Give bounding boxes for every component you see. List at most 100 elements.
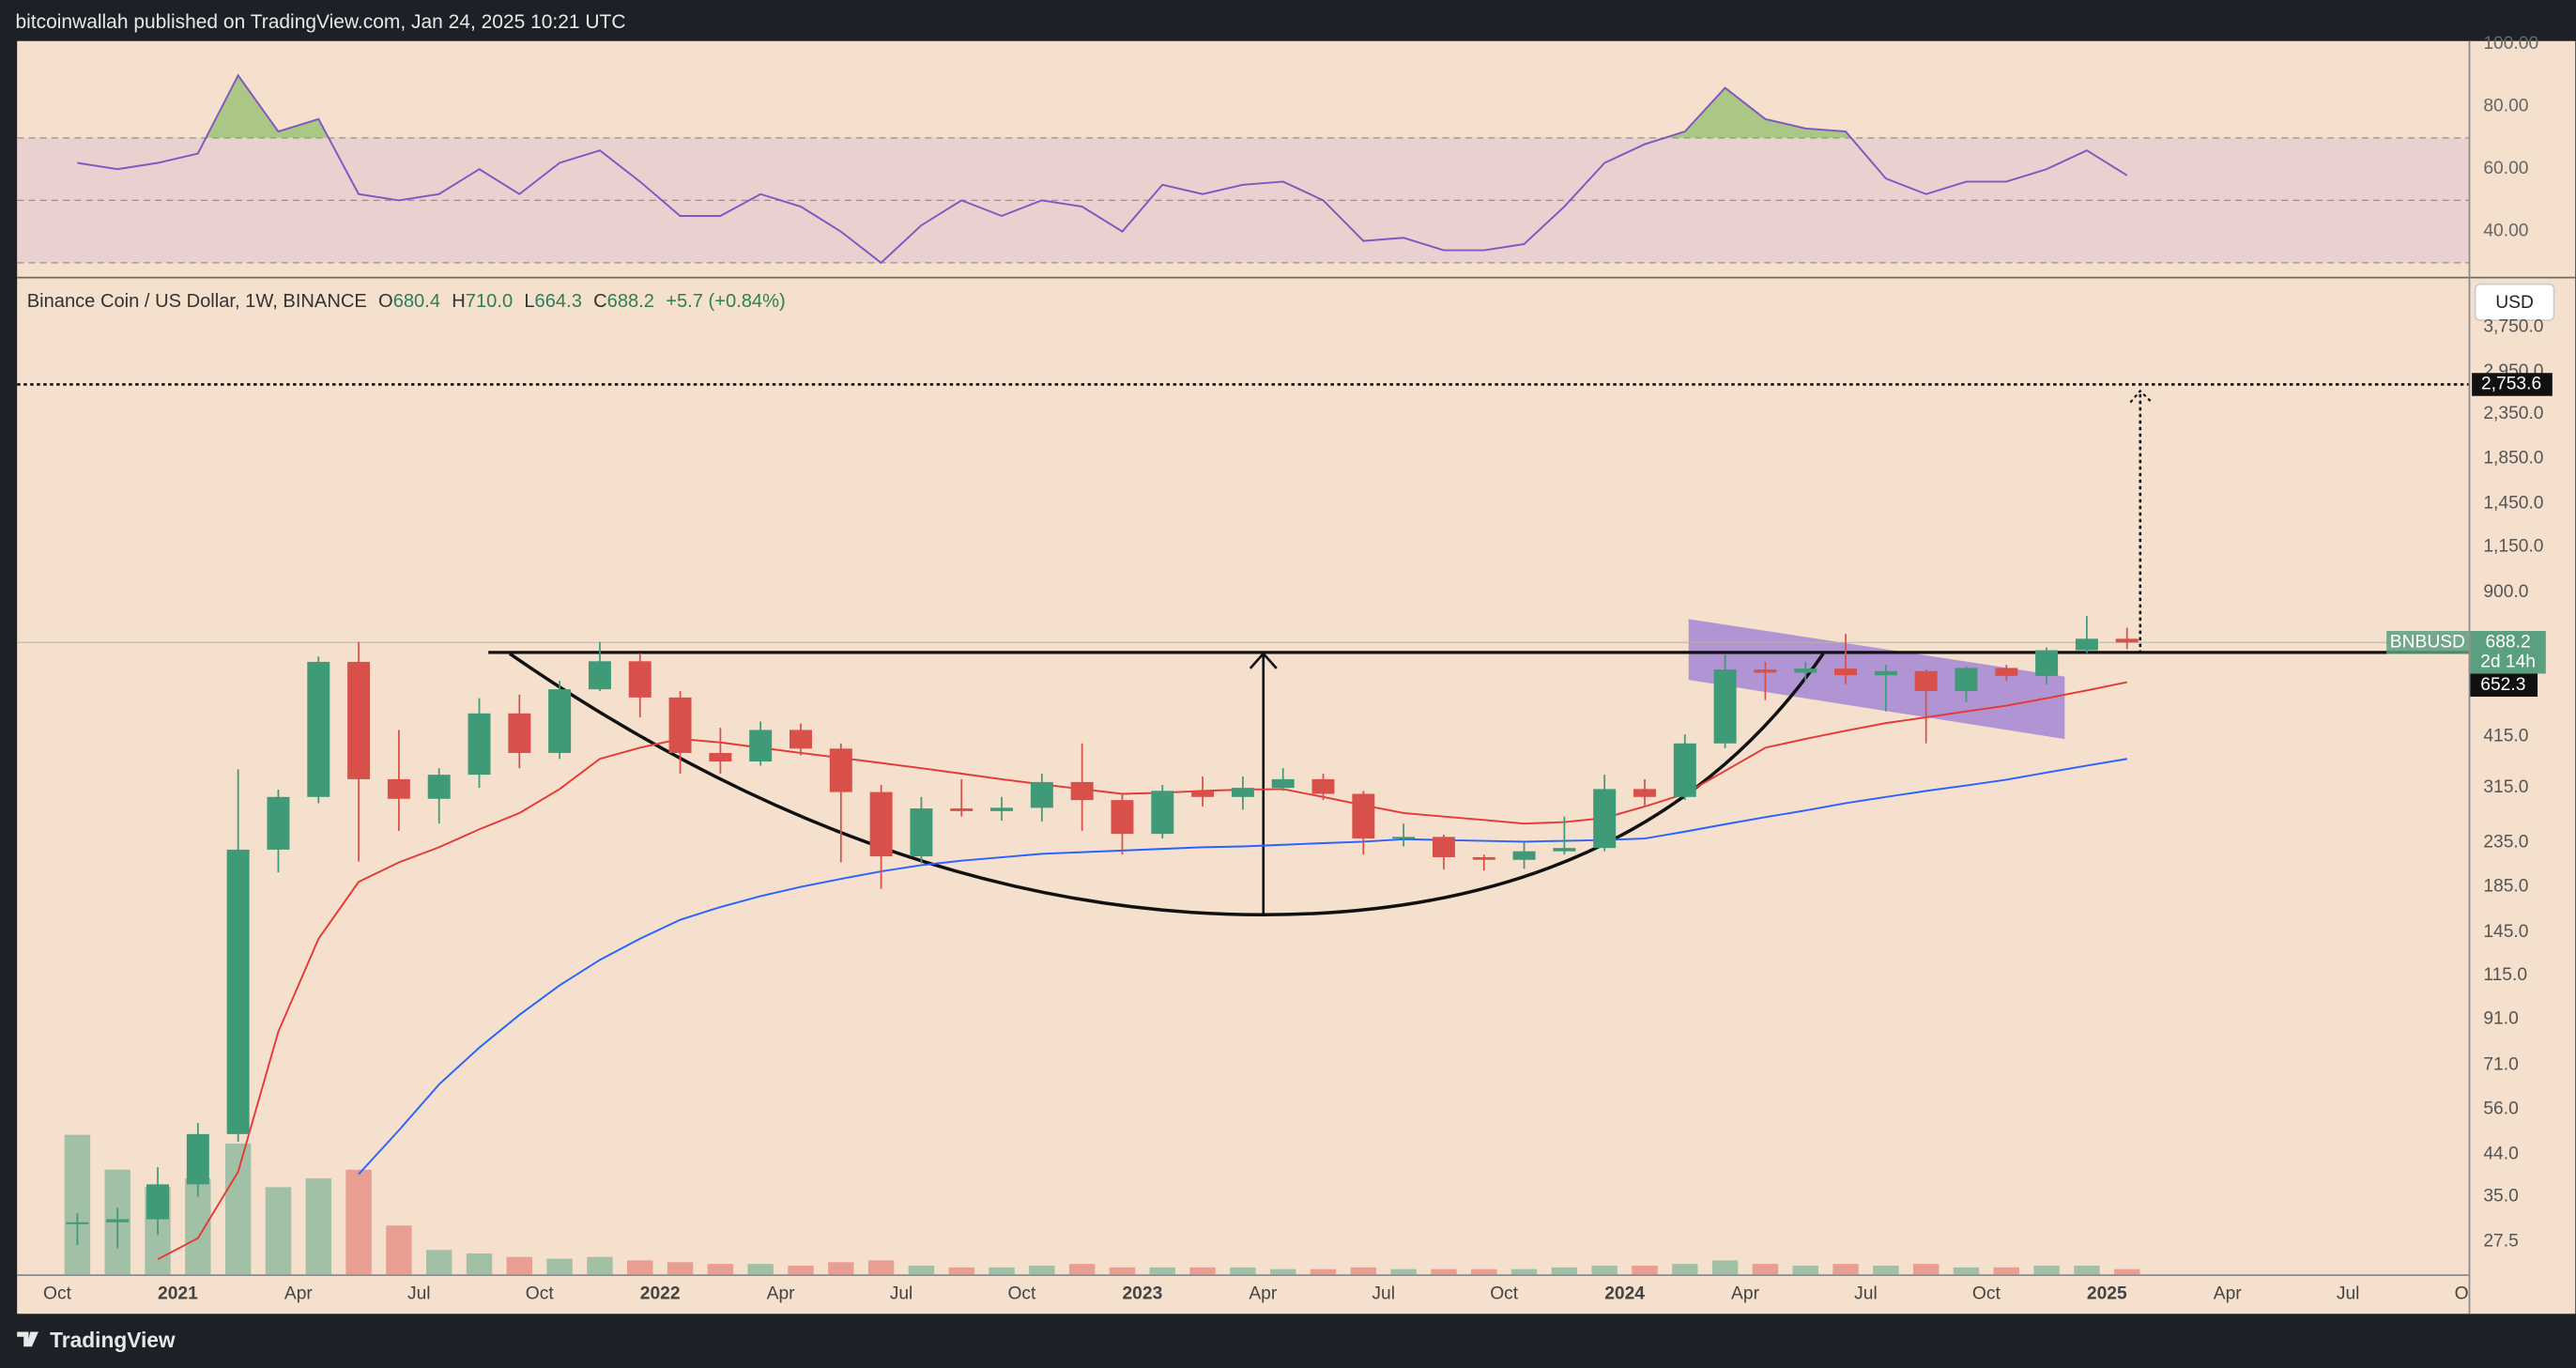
symbol-label: BNBUSD [2390, 632, 2465, 652]
x-tick-label: 2025 [2087, 1283, 2127, 1303]
y-tick-label: 145.0 [2483, 922, 2528, 942]
x-tick-label: Jul [1372, 1283, 1395, 1303]
volume-bar [64, 1134, 91, 1275]
volume-bar [386, 1225, 412, 1275]
candle-body [307, 661, 330, 797]
x-tick-label: 2024 [1604, 1283, 1645, 1303]
y-tick-label: 44.0 [2483, 1144, 2518, 1163]
y-tick-label: 1,450.0 [2483, 494, 2543, 514]
currency-label: USD [2495, 293, 2534, 313]
candle-body [1191, 791, 1215, 797]
volume-bar [1189, 1267, 1216, 1275]
volume-bar [1510, 1268, 1538, 1275]
volume-bar [1832, 1264, 1859, 1275]
volume-bar [1068, 1264, 1096, 1275]
candle-body [226, 849, 250, 1134]
candle-body [347, 661, 371, 779]
candle-body [588, 661, 611, 690]
candle-body [790, 730, 812, 749]
price-box [2470, 631, 2546, 674]
volume-bar [2114, 1268, 2140, 1275]
candle-body [1352, 793, 1375, 839]
legend-value: 710.0 [466, 291, 513, 312]
brand-name: TradingView [50, 1328, 176, 1352]
y-tick-label: 91.0 [2483, 1008, 2518, 1028]
volume-bar [707, 1264, 734, 1275]
volume-bar [265, 1187, 292, 1275]
candle-body [1553, 848, 1576, 852]
candle-body [1392, 837, 1416, 839]
x-tick-label: Jul [890, 1283, 913, 1303]
volume-bar [1752, 1264, 1779, 1275]
rsi-tick-label: 80.00 [2483, 97, 2528, 116]
candle-body [548, 689, 572, 753]
candle-body [267, 796, 290, 850]
candle-body [1834, 669, 1858, 676]
time-axis: Oct 2021 Apr Jul Oct 2022 Apr Jul Oct 2023 Apr Jul O… [43, 1283, 2469, 1303]
volume-bar [587, 1256, 613, 1275]
x-tick-label: Jul [407, 1283, 431, 1303]
rsi-tick-label: 100.00 [2483, 34, 2538, 54]
y-tick-label: 415.0 [2483, 727, 2528, 746]
candle-body [2115, 638, 2139, 643]
candle-body [1914, 670, 1938, 692]
volume-bar [747, 1264, 774, 1275]
x-tick-label: 2022 [640, 1283, 681, 1303]
countdown-label: 2d 14h [2480, 652, 2536, 671]
candle-body [1472, 856, 1495, 860]
volume-bar [667, 1262, 694, 1275]
volume-bar [1993, 1267, 2019, 1275]
candle-body [1874, 670, 1897, 676]
x-tick-label: Jul [2337, 1283, 2360, 1303]
candle-body [387, 778, 410, 799]
x-tick-label: Apr [2214, 1283, 2243, 1303]
volume-bar [867, 1260, 895, 1275]
y-tick-label: 71.0 [2483, 1054, 2518, 1074]
target-price-box [2472, 373, 2553, 396]
moving-average [157, 681, 2127, 1261]
candle-body [1754, 669, 1777, 673]
volume-bar [224, 1143, 252, 1275]
y-tick-label: 1,850.0 [2483, 448, 2543, 468]
rsi-line [77, 73, 2128, 265]
rsi-tick-label: 40.00 [2483, 222, 2528, 241]
candle-body [1995, 668, 2018, 676]
x-tick-label: Apr [1249, 1283, 1278, 1303]
candle-body [508, 713, 531, 753]
legend-value: 688.2 [607, 291, 654, 312]
candle-body [1111, 800, 1134, 835]
currency-button[interactable] [2474, 283, 2555, 321]
y-tick-label: 27.5 [2483, 1231, 2518, 1251]
volume-bar [788, 1266, 814, 1275]
neckline-price-box [2470, 673, 2538, 697]
volume-bar [1310, 1268, 1337, 1275]
candle-body [66, 1222, 89, 1224]
rsi-pane [17, 73, 2469, 265]
y-tick-label: 115.0 [2483, 965, 2527, 985]
candle-body [1673, 743, 1696, 797]
candle-body [1593, 789, 1617, 849]
volume-bar [1551, 1267, 1578, 1275]
candle-body [1231, 788, 1254, 797]
candle-body [1794, 669, 1817, 673]
volume-bar [2074, 1266, 2100, 1275]
y-tick-label: 235.0 [2483, 832, 2528, 852]
y-tick-label: 900.0 [2483, 582, 2528, 602]
volume-bar [426, 1250, 452, 1275]
candle-body [1070, 781, 1094, 801]
y-tick-label: 2,350.0 [2483, 404, 2543, 423]
volume-bar [1953, 1267, 1980, 1275]
candle-body [950, 808, 974, 811]
volume-bar [2033, 1266, 2060, 1275]
volume-bar [1912, 1264, 1940, 1275]
candle-body [1432, 837, 1455, 857]
candle-body [628, 661, 652, 698]
cup-curve [508, 652, 1825, 916]
x-tick-label: Oct [43, 1283, 72, 1303]
candle-body [749, 730, 773, 762]
target-arrow [2129, 389, 2153, 404]
volume-bar [1029, 1266, 1055, 1275]
legend-key: O [378, 291, 393, 312]
y-tick-label: 1,150.0 [2483, 537, 2543, 557]
volume-bar [1632, 1266, 1658, 1275]
